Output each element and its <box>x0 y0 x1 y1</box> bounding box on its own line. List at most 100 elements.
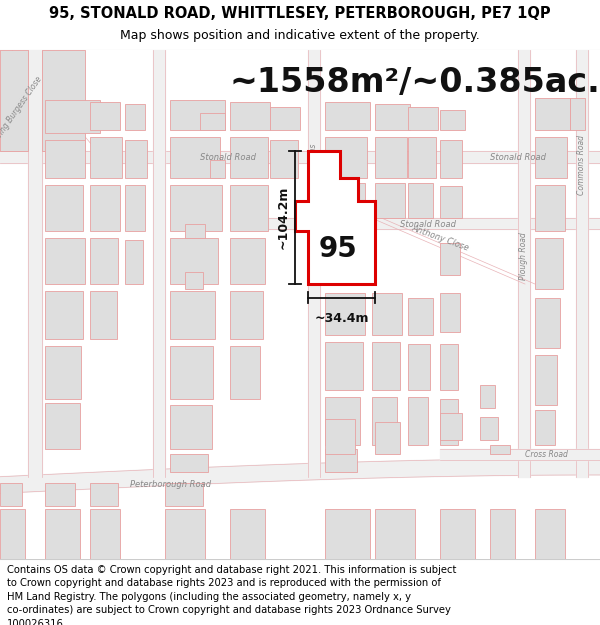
Bar <box>372 293 402 334</box>
Bar <box>440 344 458 389</box>
Bar <box>170 454 208 472</box>
Bar <box>185 224 205 238</box>
Bar <box>480 417 498 440</box>
Text: Stonald Road: Stonald Road <box>490 153 546 162</box>
Text: Map shows position and indicative extent of the property.: Map shows position and indicative extent… <box>120 29 480 42</box>
Bar <box>165 509 205 559</box>
Bar <box>440 293 460 332</box>
Text: Plough Road: Plough Road <box>520 232 529 281</box>
Bar <box>200 113 225 130</box>
Bar <box>90 102 120 130</box>
Bar <box>270 140 298 179</box>
Bar <box>535 410 555 444</box>
Bar <box>375 509 415 559</box>
Bar <box>325 509 370 559</box>
Bar <box>408 397 428 444</box>
Bar <box>270 107 300 130</box>
Bar <box>45 509 80 559</box>
Bar <box>125 240 143 284</box>
Bar <box>170 291 215 339</box>
Bar <box>440 140 462 179</box>
Bar <box>408 344 430 389</box>
Bar <box>0 483 22 506</box>
Bar <box>90 291 117 339</box>
Bar <box>490 509 515 559</box>
Bar <box>230 291 263 339</box>
Bar <box>535 138 567 179</box>
Bar <box>372 397 397 444</box>
Bar <box>325 138 367 179</box>
Bar <box>535 355 557 405</box>
Bar <box>440 509 475 559</box>
Bar <box>45 101 100 132</box>
Bar <box>230 509 265 559</box>
Bar <box>535 509 565 559</box>
Text: 95, STONALD ROAD, WHITTLESEY, PETERBOROUGH, PE7 1QP: 95, STONALD ROAD, WHITTLESEY, PETERBOROU… <box>49 6 551 21</box>
Bar <box>90 483 118 506</box>
Bar <box>170 346 213 399</box>
Bar <box>230 185 268 231</box>
Bar <box>325 293 365 334</box>
Bar <box>535 185 565 231</box>
Bar <box>408 107 438 130</box>
Text: Contains OS data © Crown copyright and database right 2021. This information is : Contains OS data © Crown copyright and d… <box>7 564 457 625</box>
Text: Anthony Close: Anthony Close <box>410 224 470 253</box>
Polygon shape <box>295 151 375 284</box>
Bar <box>440 242 460 275</box>
Bar <box>440 399 458 444</box>
Text: Irving Burgess Close: Irving Burgess Close <box>0 75 44 144</box>
Bar <box>440 186 462 218</box>
Bar <box>90 138 122 179</box>
Bar <box>375 104 410 130</box>
Bar <box>375 422 400 454</box>
Bar <box>372 342 400 389</box>
Polygon shape <box>42 50 85 151</box>
Text: Peterborough Road: Peterborough Road <box>130 479 211 489</box>
Text: Cross Road: Cross Road <box>525 450 568 459</box>
Bar <box>170 138 220 179</box>
Bar <box>325 397 360 444</box>
Bar <box>230 102 270 130</box>
Text: ~104.2m: ~104.2m <box>277 186 290 249</box>
Bar <box>0 509 25 559</box>
Bar <box>170 185 222 231</box>
Bar <box>375 138 407 179</box>
Bar <box>408 138 436 179</box>
Bar <box>325 102 370 130</box>
Bar <box>45 185 83 231</box>
Bar <box>440 109 465 130</box>
Bar <box>125 185 145 231</box>
Bar <box>570 98 585 130</box>
Text: Stonald Road: Stonald Road <box>400 220 456 229</box>
Bar <box>325 419 355 454</box>
Bar <box>535 98 570 130</box>
Bar <box>325 449 357 472</box>
Bar <box>45 238 85 284</box>
Bar <box>185 272 203 289</box>
Bar <box>90 185 120 231</box>
Text: 95: 95 <box>319 235 358 263</box>
Bar <box>45 140 85 179</box>
Bar <box>125 140 147 179</box>
Polygon shape <box>0 50 28 151</box>
Bar <box>170 101 225 130</box>
Bar <box>408 298 433 334</box>
Text: Stonald Road: Stonald Road <box>200 153 256 162</box>
Bar <box>230 138 268 179</box>
Bar <box>230 238 265 284</box>
Bar <box>45 483 75 506</box>
Bar <box>535 298 560 348</box>
Bar <box>165 483 203 506</box>
Bar <box>45 291 83 339</box>
Bar <box>375 183 405 218</box>
Text: Owens Gardens: Owens Gardens <box>310 144 319 204</box>
Bar <box>170 405 212 449</box>
Bar <box>325 183 365 218</box>
Bar <box>170 238 218 284</box>
Bar <box>408 183 433 218</box>
Bar <box>230 346 260 399</box>
Text: ~34.4m: ~34.4m <box>314 312 369 326</box>
Bar <box>45 346 81 399</box>
Bar <box>90 238 118 284</box>
Bar <box>535 238 563 289</box>
